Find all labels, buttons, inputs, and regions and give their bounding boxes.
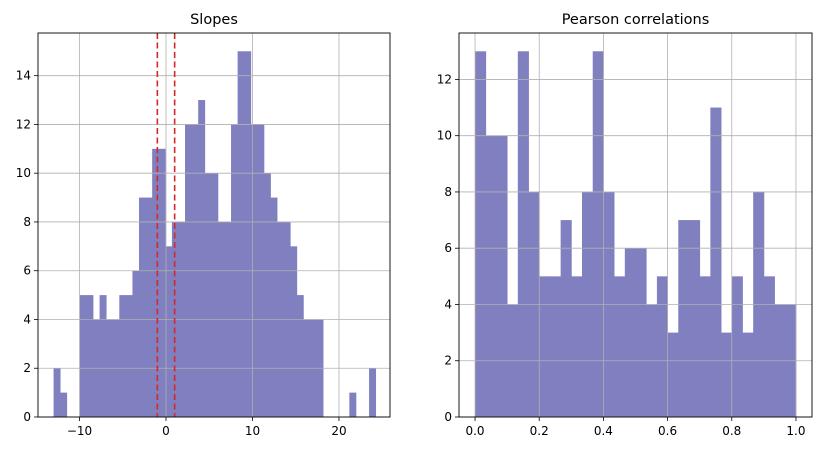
histogram-bar: [710, 107, 722, 418]
y-tick-label: 4: [23, 312, 31, 326]
histogram-bar: [624, 248, 636, 417]
x-tick-label: 10: [245, 424, 260, 438]
histogram-bar: [237, 51, 245, 418]
y-tick-label: 14: [16, 69, 31, 83]
x-tick-label: 0.6: [658, 424, 677, 438]
histogram-bar: [198, 100, 206, 418]
y-tick-label: 8: [444, 185, 452, 199]
histogram-bar: [60, 392, 68, 417]
histogram-bar: [53, 368, 61, 417]
y-tick-label: 0: [23, 410, 31, 424]
histogram-bar: [517, 51, 529, 418]
histogram-bar: [296, 295, 304, 417]
y-tick-label: 10: [437, 129, 452, 143]
histogram-bar: [211, 173, 219, 417]
y-tick-label: 4: [444, 297, 452, 311]
y-tick-label: 6: [444, 241, 452, 255]
histogram-bar: [678, 220, 690, 417]
x-tick-label: 0.0: [465, 424, 484, 438]
histogram-bar: [656, 276, 668, 417]
y-tick-label: 12: [16, 117, 31, 131]
histogram-bar: [721, 332, 733, 417]
histogram-bar: [763, 276, 775, 417]
histogram-bar: [688, 220, 701, 417]
chart-title: Slopes: [190, 12, 238, 28]
axes-frame: [458, 32, 813, 418]
histogram-bar: [731, 276, 743, 417]
histogram-bar: [290, 246, 298, 417]
histogram-bar: [270, 197, 278, 417]
chart-title: Pearson correlations: [562, 12, 710, 28]
chart-panel-1: −10 0 10 20 0 2 4 6 8 10 12 14 Slopes: [16, 12, 391, 438]
histogram-bar: [369, 368, 377, 417]
chart-panel-2: 0.0 0.2 0.4 0.6 0.8 1.0 0 2 4 6 8 10 12 Pearson corre…: [437, 12, 813, 438]
histogram-bar: [263, 173, 271, 417]
histogram-bar: [99, 295, 107, 417]
histogram-bar: [614, 276, 626, 417]
y-tick-label: 0: [444, 410, 452, 424]
histogram-bar: [139, 197, 146, 417]
histogram-bar: [635, 248, 647, 417]
axes-frame: [37, 32, 391, 418]
y-tick-label: 2: [444, 354, 452, 368]
histogram-bar: [539, 276, 551, 417]
histogram-bar: [349, 392, 357, 417]
histogram-bar: [119, 295, 127, 417]
histogram-bar: [204, 173, 212, 417]
x-tick-label: 0.2: [530, 424, 549, 438]
histogram-bar: [86, 295, 94, 417]
histogram-bar: [485, 135, 497, 417]
histogram-bar: [165, 246, 173, 417]
histogram-bar: [152, 148, 160, 418]
histogram-bar: [132, 270, 140, 417]
histogram-bar: [475, 51, 487, 418]
histogram-bar: [549, 276, 562, 417]
x-tick-label: 20: [331, 424, 346, 438]
y-tick-label: 8: [23, 215, 31, 229]
histogram-bar: [79, 295, 87, 417]
histogram-bar: [667, 332, 679, 417]
x-tick-label: −10: [67, 424, 92, 438]
x-tick-label: 0.8: [722, 424, 741, 438]
x-tick-label: 0.4: [594, 424, 613, 438]
histogram-bar: [125, 295, 133, 417]
y-tick-label: 2: [23, 361, 31, 375]
y-tick-label: 6: [23, 264, 31, 278]
y-tick-label: 12: [437, 72, 452, 86]
histogram-bar: [592, 51, 604, 418]
histogram-bar: [571, 276, 583, 417]
histogram-bar: [742, 332, 754, 417]
x-tick-label: 0: [162, 424, 170, 438]
histogram-bar: [158, 148, 166, 418]
histogram-bar: [699, 276, 711, 417]
histogram-bar: [244, 51, 252, 418]
histogram-bar: [560, 220, 572, 417]
histogram-bar: [145, 197, 153, 417]
histogram-bar: [496, 135, 508, 417]
y-tick-label: 10: [16, 166, 31, 180]
x-tick-label: 1.0: [786, 424, 805, 438]
